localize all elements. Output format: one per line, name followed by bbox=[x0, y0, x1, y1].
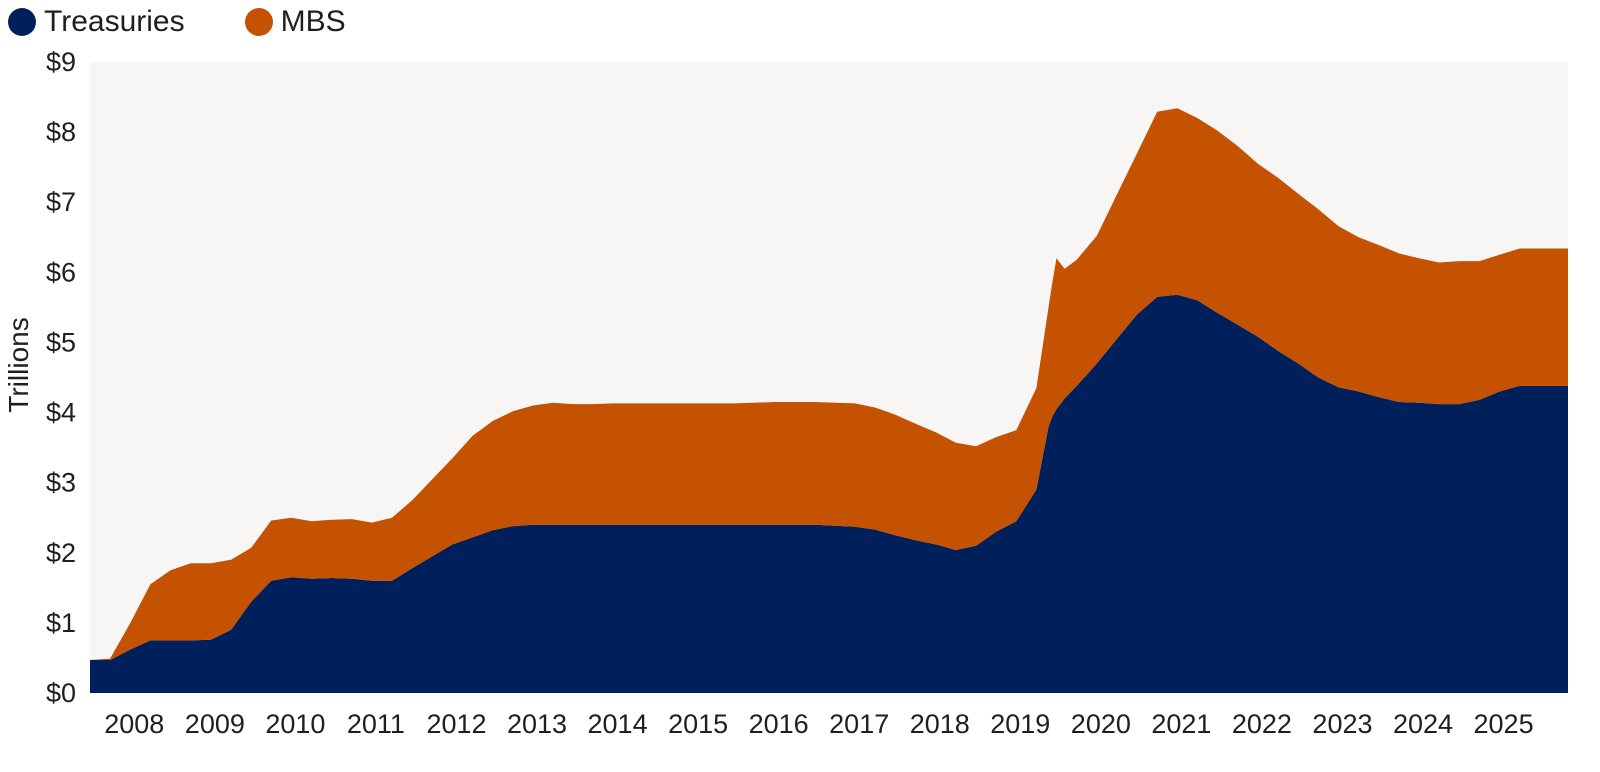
x-tick-label: 2023 bbox=[1312, 709, 1372, 739]
x-tick-label: 2022 bbox=[1232, 709, 1292, 739]
x-tick-label: 2010 bbox=[265, 709, 325, 739]
y-axis-ticks: $0 $1 $2 $3 $4 $5 $6 $7 $8 $9 bbox=[46, 47, 76, 708]
legend-swatch-mbs bbox=[244, 8, 273, 36]
x-tick-label: 2025 bbox=[1474, 709, 1534, 739]
x-tick-label: 2011 bbox=[347, 709, 405, 739]
x-tick-label: 2012 bbox=[426, 709, 486, 739]
legend-label-treasuries: Treasuries bbox=[44, 5, 185, 38]
y-tick-label: $2 bbox=[46, 538, 76, 568]
legend: Treasuries MBS bbox=[8, 2, 346, 42]
y-tick-label: $0 bbox=[46, 678, 76, 708]
x-tick-label: 2024 bbox=[1393, 709, 1453, 739]
x-tick-label: 2017 bbox=[829, 709, 889, 739]
x-tick-label: 2018 bbox=[910, 709, 970, 739]
area-treasuries bbox=[90, 294, 1568, 693]
x-tick-label: 2009 bbox=[185, 709, 245, 739]
legend-label-mbs: MBS bbox=[280, 5, 346, 38]
y-tick-label: $9 bbox=[46, 47, 76, 77]
x-tick-label: 2014 bbox=[588, 709, 648, 739]
x-tick-label: 2015 bbox=[668, 709, 728, 739]
y-tick-label: $7 bbox=[46, 187, 76, 217]
series-areas bbox=[90, 108, 1568, 693]
y-tick-label: $1 bbox=[46, 608, 76, 638]
y-axis-label: Trillions bbox=[3, 317, 34, 412]
legend-item-treasuries: Treasuries bbox=[8, 5, 185, 39]
x-tick-label: 2008 bbox=[104, 709, 164, 739]
x-tick-label: 2013 bbox=[507, 709, 567, 739]
area-mbs bbox=[90, 108, 1568, 661]
x-tick-label: 2020 bbox=[1071, 709, 1131, 739]
legend-swatch-treasuries bbox=[8, 8, 36, 36]
y-tick-label: $3 bbox=[46, 468, 76, 498]
y-tick-label: $8 bbox=[46, 117, 76, 147]
x-tick-label: 2019 bbox=[990, 709, 1050, 739]
x-tick-label: 2021 bbox=[1151, 709, 1211, 739]
legend-item-mbs: MBS bbox=[244, 5, 346, 39]
x-tick-label: 2016 bbox=[749, 709, 809, 739]
y-tick-label: $5 bbox=[46, 327, 76, 357]
x-axis-ticks: 2008 2009 2010 2011 2012 2013 2014 2015 2016 2017… bbox=[104, 709, 1533, 739]
y-tick-label: $6 bbox=[46, 257, 76, 287]
y-tick-label: $4 bbox=[46, 398, 76, 428]
